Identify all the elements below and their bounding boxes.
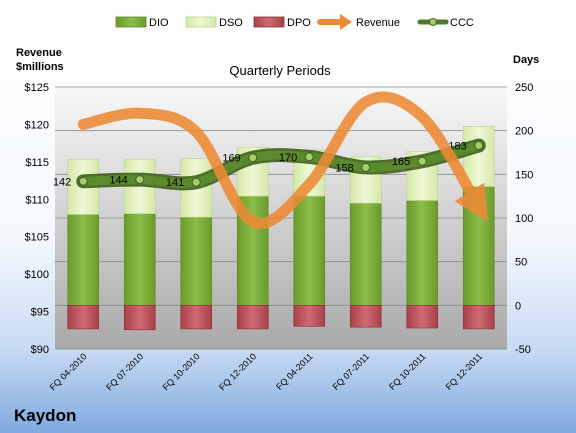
lines: 142 144 141 169 170 158 165 183 <box>53 91 489 229</box>
ccc-data-label: 144 <box>109 175 127 187</box>
legend-label-dio: DIO <box>149 17 169 29</box>
right-tick-label: 250 <box>515 82 533 94</box>
ccc-point <box>135 175 145 185</box>
left-tick-label: $105 <box>25 232 49 244</box>
left-tick-label: $110 <box>25 194 49 206</box>
left-tick-label: $95 <box>31 307 49 319</box>
bar-dpo <box>67 305 100 330</box>
bar-dio <box>293 195 326 306</box>
legend-label-revenue: Revenue <box>356 17 400 29</box>
left-tick-label: $100 <box>25 269 49 281</box>
ccc-data-label: 158 <box>335 162 353 174</box>
bar-dpo <box>349 305 382 328</box>
left-axis-label-line1: Revenue <box>16 47 62 59</box>
bar-dpo <box>406 305 439 329</box>
left-tick-label: $90 <box>31 344 49 356</box>
left-tick-label: $125 <box>25 82 49 94</box>
bar-dpo <box>462 305 495 330</box>
chart-title: Quarterly Periods <box>229 63 331 78</box>
ccc-point <box>474 141 484 151</box>
ccc-point <box>78 176 88 186</box>
legend-label-dso: DSO <box>219 17 243 29</box>
bar-dio <box>406 200 439 306</box>
bar-dpo <box>123 305 156 331</box>
legend-swatch-dso <box>185 16 217 28</box>
legend-label-dpo: DPO <box>287 17 311 29</box>
bar-dpo <box>236 305 269 330</box>
bar-dio <box>123 213 156 306</box>
bar-dio <box>67 214 100 306</box>
right-tick-label: 0 <box>515 300 521 312</box>
bar-dio <box>349 202 382 306</box>
right-tick-label: 150 <box>515 169 533 181</box>
bar-dpo <box>293 305 326 327</box>
right-tick-label: 100 <box>515 213 533 225</box>
ccc-data-label: 170 <box>279 152 297 164</box>
bar-dio <box>180 216 213 306</box>
right-tick-label: 50 <box>515 257 527 269</box>
ccc-point <box>304 152 314 162</box>
bars <box>67 126 495 331</box>
right-tick-label: 200 <box>515 126 533 138</box>
right-tick-label: -50 <box>515 344 531 356</box>
ccc-point <box>417 156 427 166</box>
ccc-point <box>248 153 258 163</box>
left-axis-label-line2: $millions <box>16 61 64 73</box>
revenue-line <box>77 91 489 229</box>
ccc-point <box>191 177 201 187</box>
legend: DIO DSO DPO Revenue CCC <box>115 14 474 30</box>
ccc-line <box>78 141 484 188</box>
legend-swatch-ccc-marker <box>429 18 437 26</box>
right-axis-label: Days <box>513 54 539 66</box>
ccc-data-label: 183 <box>448 141 466 153</box>
legend-swatch-dio <box>115 16 147 28</box>
ccc-data-label: 141 <box>166 177 184 189</box>
ccc-data-label: 169 <box>222 153 240 165</box>
ccc-point <box>361 162 371 172</box>
bar-dpo <box>180 305 213 330</box>
legend-label-ccc: CCC <box>450 17 474 29</box>
company-name: Kaydon <box>14 406 76 425</box>
legend-swatch-dpo <box>253 16 285 28</box>
ccc-data-label: 142 <box>53 176 71 188</box>
legend-swatch-revenue-head <box>340 14 352 30</box>
ccc-data-label: 165 <box>392 156 410 168</box>
left-tick-label: $120 <box>25 119 49 131</box>
left-tick-label: $115 <box>25 157 49 169</box>
